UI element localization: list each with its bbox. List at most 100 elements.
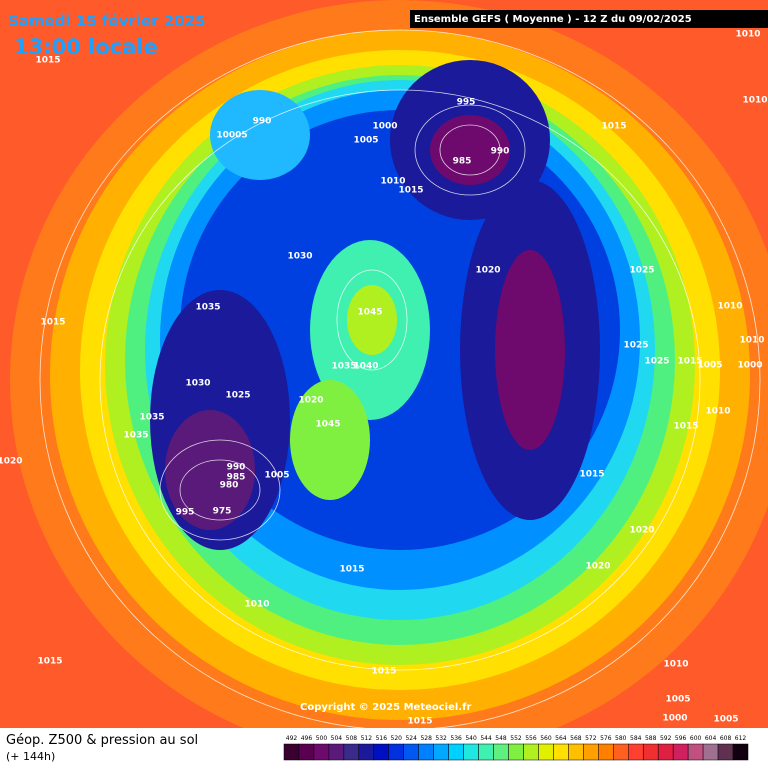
legend-swatch: [283, 743, 300, 761]
legend-label: 592: [660, 735, 672, 742]
isobar-label: 1010: [739, 336, 764, 346]
isobar-label: 1025: [644, 357, 669, 367]
isobar-label: 1010: [735, 30, 760, 40]
isobar-label: 1035: [331, 362, 356, 372]
legend-label: 556: [525, 735, 537, 742]
isobar-label: 1000: [737, 361, 762, 371]
isobar-label: 995: [176, 508, 195, 518]
lead-time: (+ 144h): [6, 750, 55, 763]
isobar-label: 1015: [601, 122, 626, 132]
isobar-label: 1045: [315, 420, 340, 430]
isobar-label: 1005: [697, 361, 722, 371]
isobar-label: 1020: [629, 526, 654, 536]
legend-swatch: [328, 743, 345, 761]
isobar-label: 985: [227, 473, 246, 483]
legend-swatch: [628, 743, 644, 761]
legend-label: 600: [690, 735, 702, 742]
isobar-label: 1025: [629, 266, 654, 276]
isobar-label: 1035: [139, 413, 164, 423]
legend-label: 588: [645, 735, 657, 742]
legend-swatch: [583, 743, 599, 761]
legend-swatch: [568, 743, 584, 761]
isobar-label: 980: [220, 481, 239, 491]
legend-swatch: [687, 743, 704, 761]
footer-title: Géop. Z500 & pression au sol: [6, 733, 198, 748]
legend-swatch: [448, 743, 464, 761]
legend-swatch: [373, 743, 390, 761]
legend-swatch: [433, 743, 449, 761]
isobar-label: 1005: [264, 471, 289, 481]
legend-label: 572: [585, 735, 597, 742]
isobar-label: 1035: [195, 303, 220, 313]
legend-swatch: [732, 743, 749, 761]
date: Samedi 15 février 2025: [8, 12, 205, 30]
isobar-label: 1020: [475, 266, 500, 276]
isobar-label: 1015: [398, 186, 423, 196]
isobar-label: 1015: [339, 565, 364, 575]
legend-label: 524: [405, 735, 417, 742]
legend-label: 580: [615, 735, 627, 742]
legend-swatch: [463, 743, 479, 761]
isobar-label: 1035: [123, 431, 148, 441]
legend-label: 584: [630, 735, 642, 742]
isobar-label: 1040: [353, 362, 378, 372]
legend-label: 608: [720, 735, 732, 742]
legend-label: 604: [705, 735, 717, 742]
model-info: Ensemble GEFS ( Moyenne ) - 12 Z du 09/0…: [414, 14, 692, 25]
isobar-label: 1015: [677, 357, 702, 367]
legend-swatch: [538, 743, 554, 761]
isobar-label: 985: [453, 157, 472, 167]
isobar-label: 1020: [298, 396, 323, 406]
legend-label: 576: [600, 735, 612, 742]
legend-label: 564: [555, 735, 567, 742]
isobar-label: 1015: [407, 717, 432, 727]
legend-label: 536: [450, 735, 462, 742]
legend-label: 508: [346, 735, 358, 742]
geopotential-field: [10, 0, 768, 760]
legend-swatch: [672, 743, 689, 761]
legend-swatch: [642, 743, 659, 761]
legend-label: 552: [510, 735, 522, 742]
isobar-label: 995: [457, 98, 476, 108]
isobar-label: 1045: [357, 308, 382, 318]
legend-label: 560: [540, 735, 552, 742]
isobar-label: 1025: [623, 341, 648, 351]
isobar-label: 1030: [185, 379, 210, 389]
isobar-label: 1010: [717, 302, 742, 312]
isobar-label: 990: [491, 147, 510, 157]
isobar-label: 1010: [705, 407, 730, 417]
isobar-label: 1015: [579, 470, 604, 480]
legend-swatch: [553, 743, 569, 761]
legend-swatch: [657, 743, 674, 761]
legend-swatch: [358, 743, 375, 761]
legend-label: 516: [376, 735, 388, 742]
isobar-label: 1015: [673, 422, 698, 432]
legend-swatch: [298, 743, 315, 761]
isobar-label: 1020: [0, 457, 23, 467]
legend-label: 512: [361, 735, 373, 742]
isobar-label: 1015: [35, 56, 60, 66]
legend-swatch: [508, 743, 524, 761]
legend-label: 500: [316, 735, 328, 742]
legend-label: 520: [391, 735, 403, 742]
isobar-label: 1000: [372, 122, 397, 132]
legend-label: 496: [301, 735, 313, 742]
isobar-label: 1000: [662, 714, 687, 724]
isobar-label: 1010: [380, 177, 405, 187]
legend-swatch: [343, 743, 360, 761]
legend-swatch: [403, 743, 419, 761]
isobar-label: 975: [213, 507, 232, 517]
isobar-label: 1020: [585, 562, 610, 572]
isobar-label: 1010: [742, 96, 767, 106]
isobar-label: 1005: [665, 695, 690, 705]
isobar-label: 990: [253, 117, 272, 127]
legend-swatch: [598, 743, 614, 761]
legend-label: 532: [435, 735, 447, 742]
legend-label: 612: [735, 735, 747, 742]
legend-swatch: [702, 743, 719, 761]
isobar-label: 1005: [713, 715, 738, 725]
legend-label: 544: [480, 735, 492, 742]
legend-label: 504: [331, 735, 343, 742]
isobar-label: 1005: [353, 136, 378, 146]
